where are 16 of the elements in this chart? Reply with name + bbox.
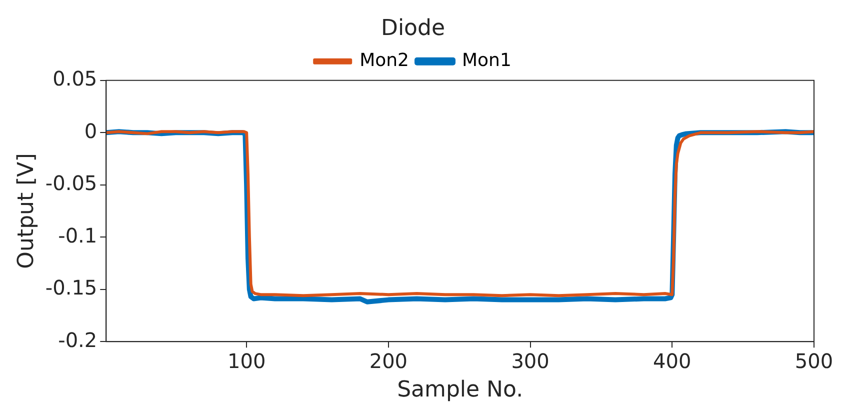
- y-axis-title: Output [V]: [14, 153, 39, 269]
- x-tick-label: 100: [227, 348, 266, 373]
- y-tick-label: -0.2: [58, 328, 98, 352]
- y-tick-label: -0.15: [45, 276, 98, 300]
- x-tick-label: 400: [653, 348, 692, 373]
- legend-label: Mon1: [462, 50, 512, 72]
- chart-title: Diode: [380, 16, 446, 41]
- y-tick-label: -0.05: [45, 171, 98, 196]
- x-tick-label: 200: [369, 348, 408, 373]
- y-tick-label: -0.1: [58, 223, 98, 248]
- x-tick-label: 300: [511, 348, 550, 373]
- legend-label: Mon2: [360, 50, 410, 72]
- x-axis-title: Sample No.: [397, 378, 524, 403]
- x-tick-label: 500: [794, 348, 834, 373]
- y-tick-label: 0: [84, 118, 98, 143]
- y-tick-label: 0.05: [52, 66, 98, 91]
